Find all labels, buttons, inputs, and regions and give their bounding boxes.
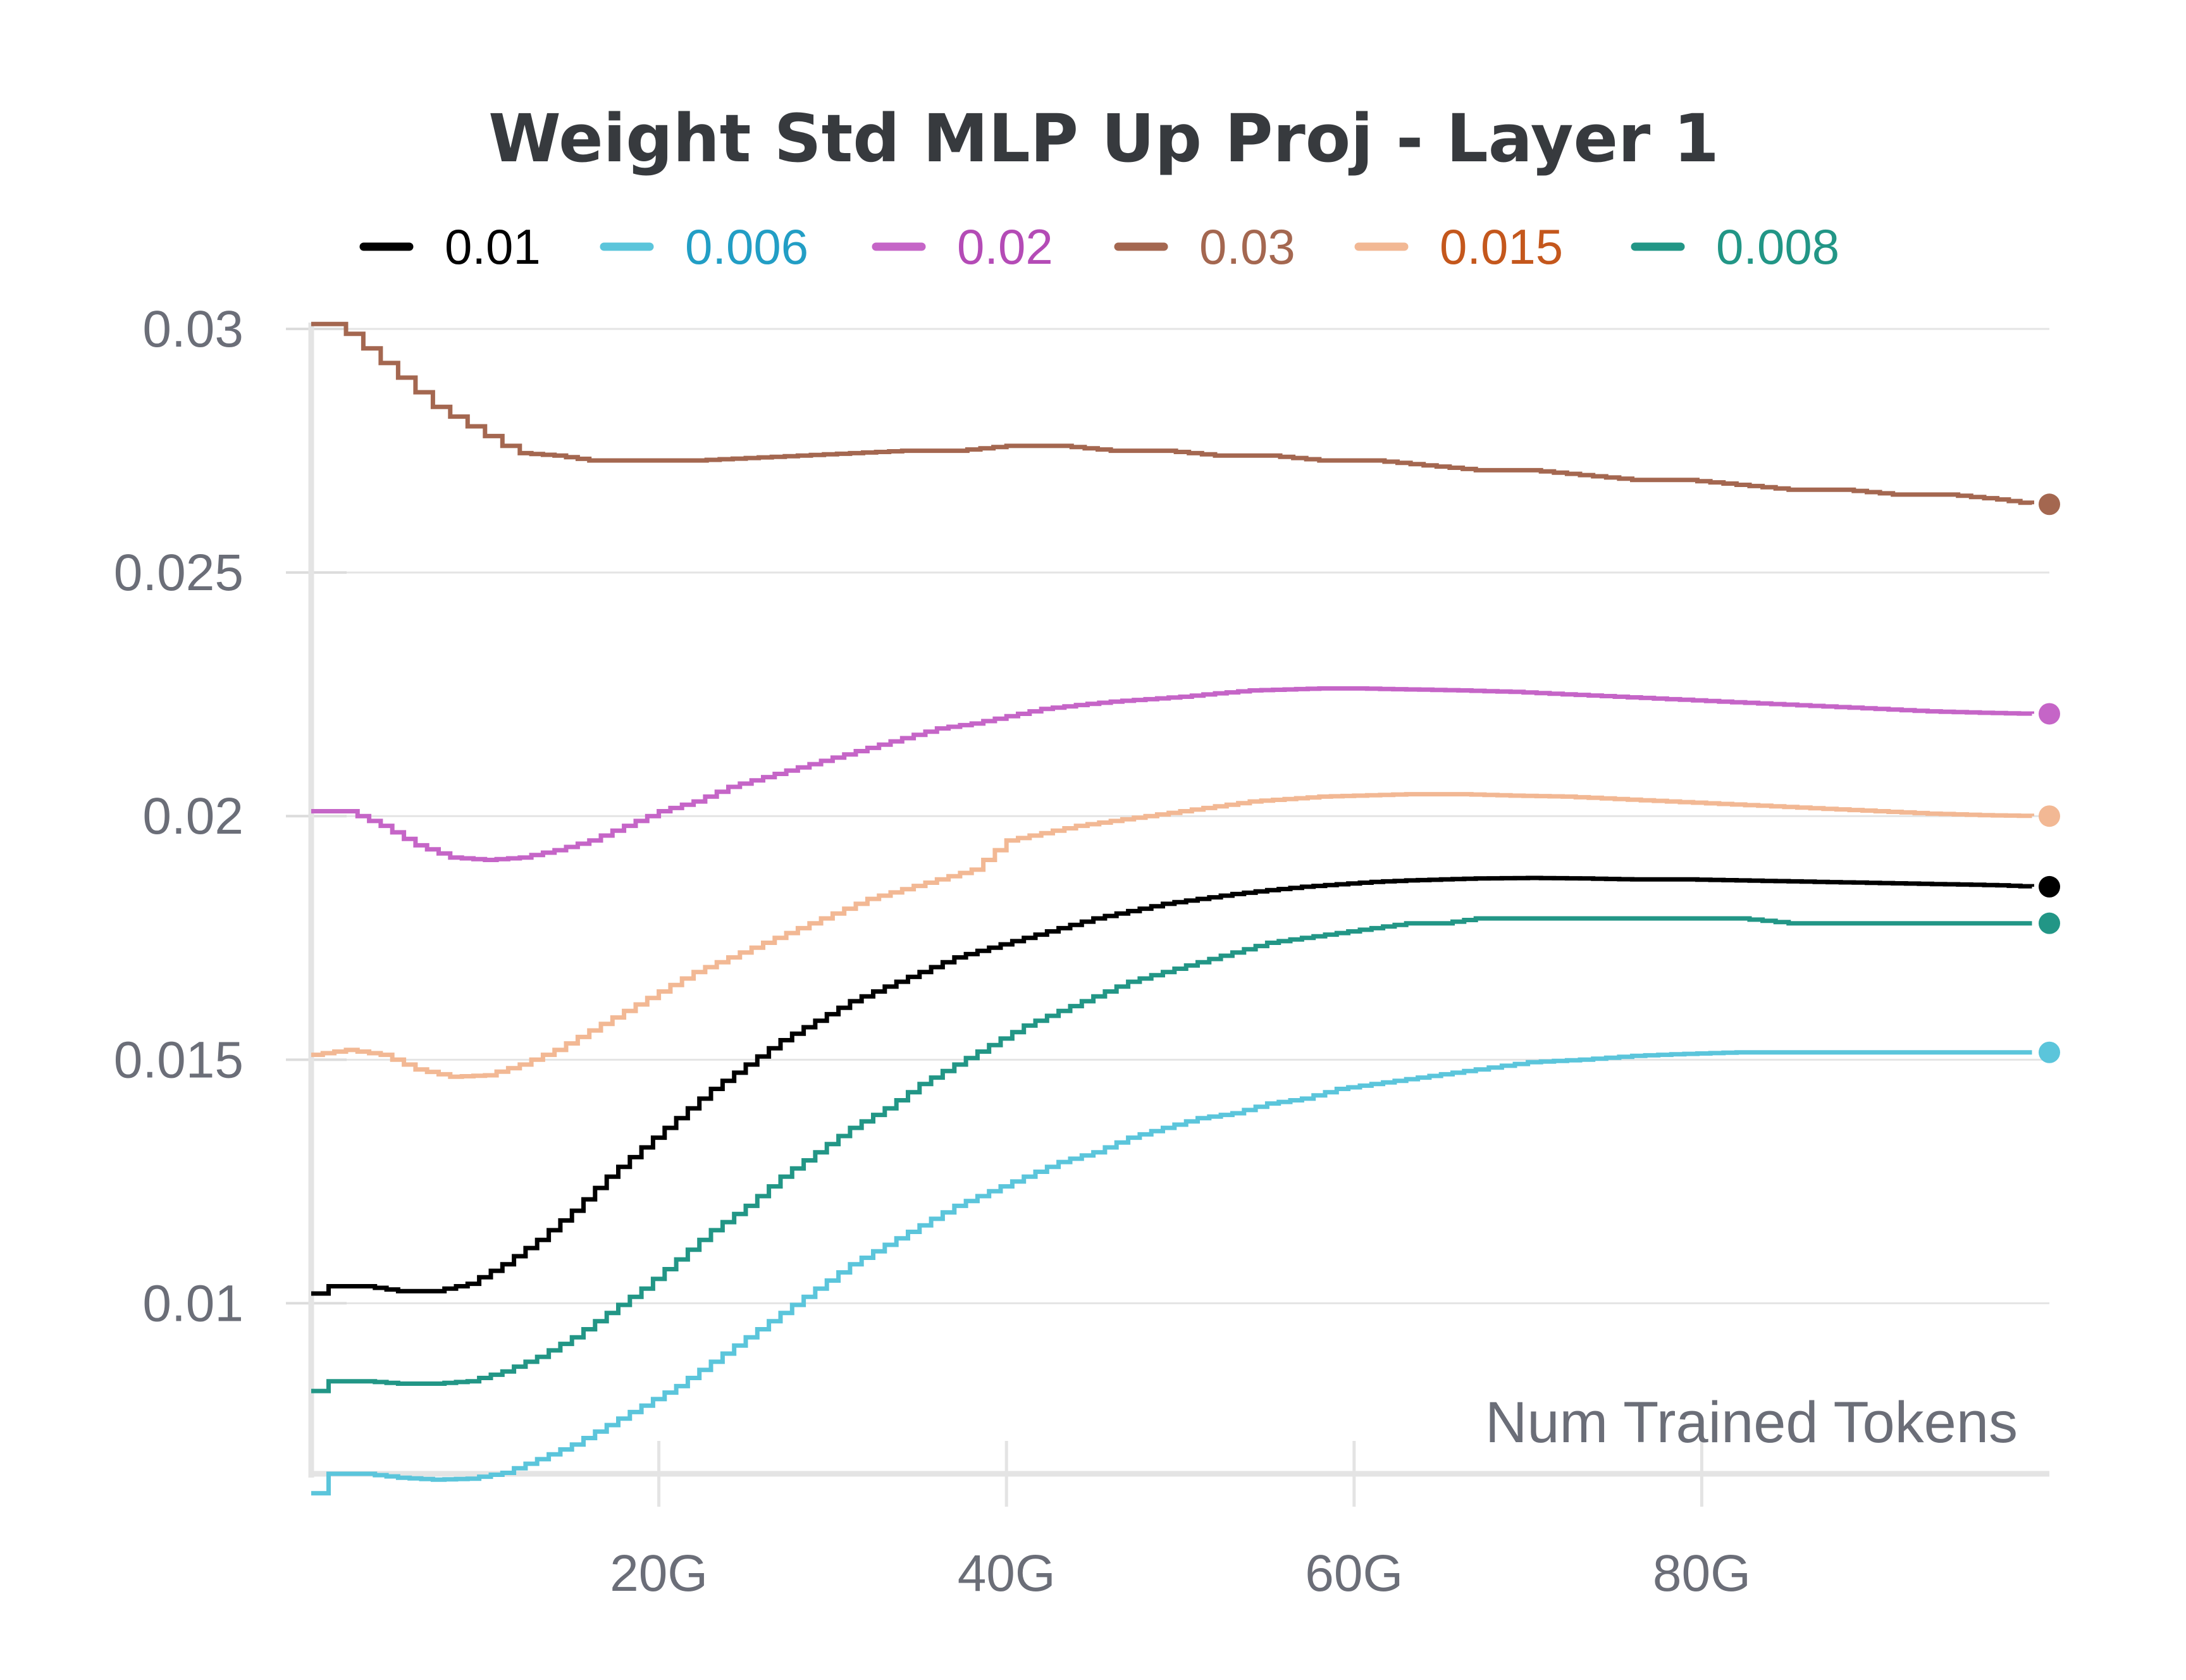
series-end-marker-2 — [2039, 703, 2060, 725]
series-end-marker-1 — [2039, 1041, 2060, 1063]
y-tick-label: 0.03 — [142, 300, 244, 358]
chart-title: Weight Std MLP Up Proj - Layer 1 — [488, 100, 1719, 177]
x-tick-label: 60G — [1305, 1545, 1403, 1602]
x-tick-label: 80G — [1653, 1545, 1751, 1602]
series-line-1 — [311, 1050, 2032, 1496]
y-tick-label: 0.01 — [142, 1275, 244, 1332]
legend: 0.01 0.006 0.02 0.03 0.015 0.008 — [359, 219, 1839, 275]
series-end-marker-0 — [2039, 875, 2060, 898]
series-line-0 — [311, 875, 2034, 1296]
series-line-2 — [311, 686, 2034, 862]
x-tick-label: 40G — [958, 1545, 1056, 1602]
y-tick-label: 0.025 — [114, 544, 244, 602]
series-group — [311, 321, 2060, 1496]
legend-label-3: 0.03 — [1199, 219, 1295, 275]
legend-label-4: 0.015 — [1440, 219, 1563, 275]
y-tick-label: 0.015 — [114, 1031, 244, 1089]
x-tick-label: 20G — [610, 1545, 708, 1602]
legend-label-1: 0.006 — [685, 219, 808, 275]
x-axis-label: Num Trained Tokens — [1485, 1390, 2018, 1455]
axes: 0.01 0.015 0.02 0.025 0.03 20G 40G 60G 80G — [114, 300, 2049, 1602]
legend-label-0: 0.01 — [445, 219, 541, 275]
legend-label-2: 0.02 — [957, 219, 1053, 275]
legend-label-5: 0.008 — [1716, 219, 1839, 275]
series-line-4 — [311, 792, 2034, 1079]
series-end-marker-3 — [2039, 493, 2060, 516]
grid — [311, 328, 2049, 1304]
series-end-marker-5 — [2039, 912, 2060, 934]
y-tick-label: 0.02 — [142, 788, 244, 845]
series-line-5 — [311, 916, 2032, 1393]
series-line-3 — [311, 321, 2034, 505]
series-end-marker-4 — [2039, 805, 2060, 827]
